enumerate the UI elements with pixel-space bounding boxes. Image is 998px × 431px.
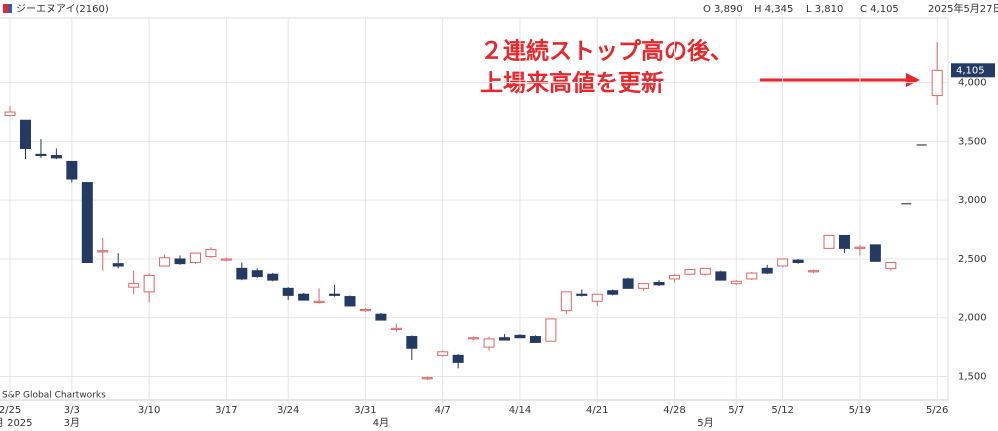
- chart-title: ジーエヌアイ(2160): [16, 4, 109, 15]
- y-tick-label: 4,000: [958, 78, 987, 89]
- body: [189, 252, 201, 263]
- body: [359, 308, 371, 312]
- x-tick-label: 5/12: [771, 405, 793, 416]
- body: [128, 283, 140, 288]
- body: [19, 119, 31, 149]
- x-tick-label: 4/7: [435, 405, 451, 416]
- body: [421, 377, 433, 380]
- annotation: ２連続ストップ高の後、: [480, 38, 733, 65]
- y-tick-label: 2,500: [958, 254, 987, 265]
- body: [545, 318, 557, 342]
- body: [715, 271, 727, 281]
- x-tick-label: 3/31: [354, 405, 376, 416]
- body: [607, 290, 619, 295]
- body: [499, 337, 511, 341]
- body: [931, 69, 943, 97]
- flag: [3, 4, 8, 13]
- body: [220, 258, 232, 261]
- price-tag: [951, 63, 995, 78]
- y-tick-label: 1,500: [958, 371, 987, 382]
- body: [4, 111, 16, 117]
- x-tick-label: 4/28: [663, 405, 685, 416]
- body: [81, 182, 93, 263]
- body: [777, 258, 789, 267]
- body: [390, 327, 402, 330]
- x-tick-label: 3/10: [138, 405, 160, 416]
- x-tick-label: 3/24: [277, 405, 299, 416]
- body: [653, 281, 665, 286]
- body: [236, 267, 248, 280]
- body: [50, 155, 62, 159]
- body: [174, 258, 186, 265]
- date: 2025年5月27日: [928, 2, 998, 15]
- arrow-head: [906, 73, 920, 87]
- body: [730, 280, 742, 285]
- body: [514, 334, 526, 339]
- body: [375, 313, 387, 321]
- body: [313, 300, 325, 303]
- body: [838, 234, 850, 249]
- price-tag-label: 4,105: [956, 65, 985, 76]
- y-tick-label: 3,500: [958, 136, 987, 147]
- body: [205, 249, 217, 258]
- body: [591, 293, 603, 302]
- body: [529, 336, 541, 343]
- x-tick-label: 5/26: [926, 405, 948, 416]
- x-tick-label: 3/3: [64, 405, 80, 416]
- body: [282, 287, 294, 296]
- body: [452, 354, 464, 363]
- month-label: 4月: [373, 417, 389, 429]
- flag: [8, 4, 12, 13]
- body: [66, 160, 78, 180]
- body: [869, 244, 881, 262]
- body: [298, 293, 310, 301]
- ohlc-close: C 4,105: [860, 4, 899, 15]
- body: [437, 351, 449, 356]
- body: [112, 263, 124, 267]
- ohlc-open: O 3,890: [703, 4, 743, 15]
- body: [638, 283, 650, 289]
- ohlc-low: L 3,810: [806, 4, 843, 15]
- source: S&P Global Chartworks: [2, 391, 106, 401]
- body: [746, 272, 758, 280]
- body: [808, 270, 820, 273]
- month-label: 5月: [697, 417, 713, 429]
- body: [684, 269, 696, 275]
- month-label: 3月: [64, 417, 80, 429]
- body: [761, 267, 773, 274]
- x-tick-label: 5/7: [728, 405, 744, 416]
- body: [329, 293, 341, 296]
- x-tick-label: 5/19: [849, 405, 871, 416]
- body: [143, 274, 155, 293]
- body: [251, 270, 263, 278]
- x-tick-label: 4/21: [586, 405, 608, 416]
- body: [35, 153, 47, 157]
- x-tick-label: 4/14: [509, 405, 531, 416]
- x-tick-label: 2/25: [0, 405, 21, 416]
- y-tick-label: 2,000: [958, 313, 987, 324]
- x-tick-label: 3/17: [215, 405, 237, 416]
- body: [560, 291, 572, 312]
- body: [267, 273, 279, 281]
- body: [344, 296, 356, 307]
- y-tick-label: 3,000: [958, 195, 987, 206]
- month-label: 2月 2025: [0, 417, 33, 429]
- body: [159, 257, 171, 267]
- body: [699, 267, 711, 275]
- body: [483, 338, 495, 348]
- body: [792, 259, 804, 263]
- body: [97, 250, 109, 253]
- body: [668, 274, 680, 280]
- body: [468, 337, 480, 340]
- body: [406, 336, 418, 349]
- body: [885, 261, 897, 269]
- body: [576, 293, 588, 296]
- body: [622, 278, 634, 289]
- body: [823, 234, 835, 249]
- ohlc-high: H 4,345: [754, 4, 793, 15]
- body: [854, 246, 866, 249]
